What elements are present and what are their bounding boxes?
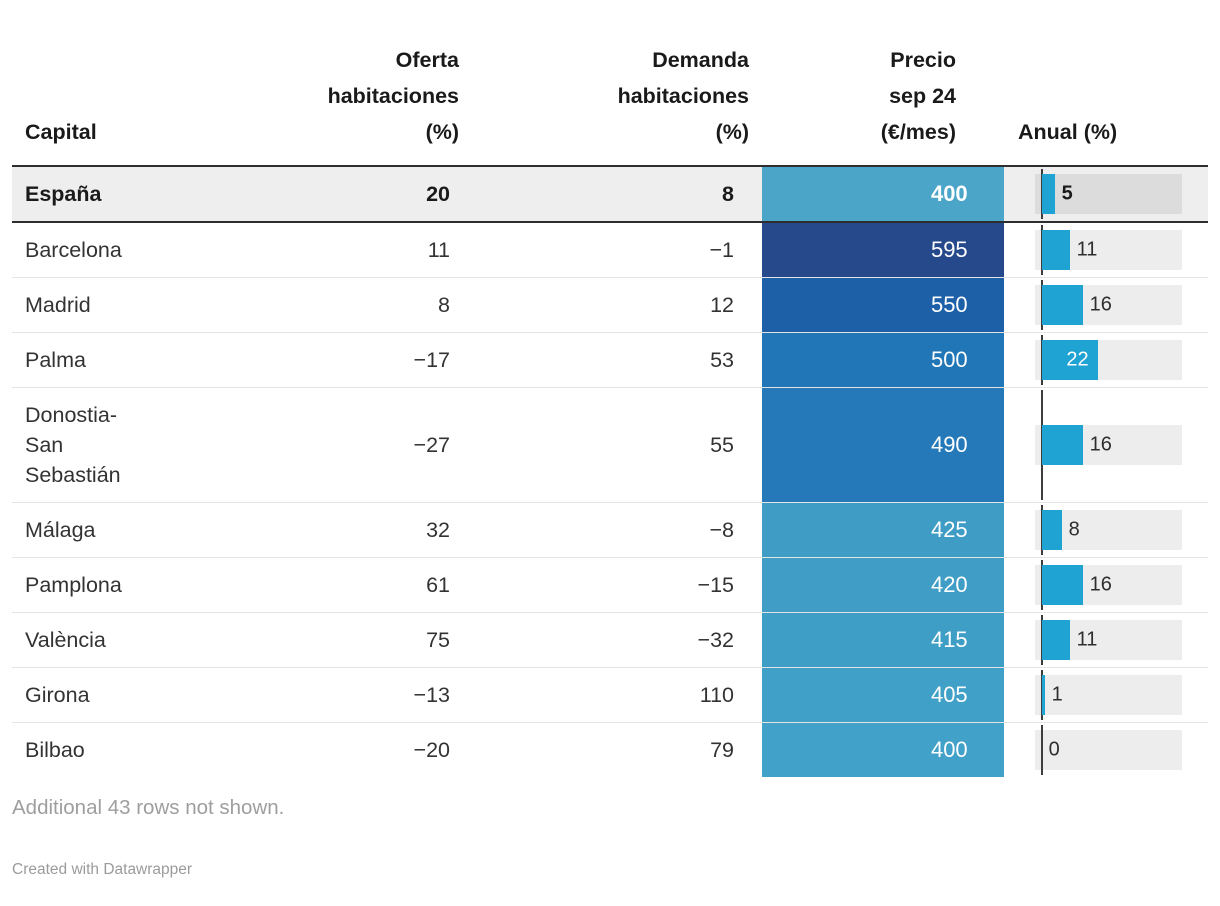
capital-cell: Bilbao bbox=[25, 738, 85, 762]
anual-bar bbox=[1041, 565, 1083, 605]
demanda-cell: −1 bbox=[709, 238, 735, 262]
table-row: Málaga 32 −8 425 8 bbox=[12, 503, 1208, 558]
anual-bar bbox=[1041, 620, 1070, 660]
oferta-cell: −13 bbox=[413, 683, 451, 707]
anual-value: 16 bbox=[1089, 573, 1112, 596]
precio-cell: 415 bbox=[762, 613, 1004, 667]
anual-bar-cell: 11 bbox=[1034, 223, 1208, 277]
table-header-row: Capital Oferta habitaciones (%) Demanda … bbox=[12, 0, 1208, 167]
demanda-cell: 55 bbox=[710, 433, 735, 457]
anual-bar-cell: 1 bbox=[1034, 668, 1208, 722]
anual-value: 16 bbox=[1089, 293, 1112, 316]
anual-value: 16 bbox=[1089, 433, 1112, 456]
precio-cell: 405 bbox=[762, 668, 1004, 722]
oferta-cell: 75 bbox=[426, 628, 451, 652]
anual-value: 0 bbox=[1048, 738, 1060, 761]
anual-bar-track bbox=[1034, 675, 1182, 715]
capital-cell: España bbox=[25, 182, 102, 206]
table-row: Palma −17 53 500 22 bbox=[12, 333, 1208, 388]
anual-bar-track bbox=[1034, 730, 1182, 770]
precio-cell: 595 bbox=[762, 223, 1004, 277]
datawrapper-credit: Created with Datawrapper bbox=[12, 861, 193, 878]
anual-value: 11 bbox=[1076, 628, 1098, 651]
anual-bar-cell: 16 bbox=[1034, 558, 1208, 612]
demanda-cell: 110 bbox=[699, 683, 735, 707]
table-row: Donostia-San Sebastián −27 55 490 16 bbox=[12, 388, 1208, 503]
anual-bar-cell: 11 bbox=[1034, 613, 1208, 667]
capital-cell: Madrid bbox=[25, 293, 91, 317]
anual-bar-track bbox=[1034, 174, 1182, 214]
column-header-precio: Precio sep 24 (€/mes) bbox=[880, 48, 956, 144]
demanda-cell: 79 bbox=[710, 738, 735, 762]
demanda-cell: −8 bbox=[709, 518, 735, 542]
oferta-cell: 20 bbox=[426, 182, 451, 206]
anual-bar-cell: 0 bbox=[1034, 723, 1208, 777]
demanda-cell: 53 bbox=[710, 348, 735, 372]
precio-cell: 500 bbox=[762, 333, 1004, 387]
anual-bar bbox=[1041, 285, 1083, 325]
table-row: Barcelona 11 −1 595 11 bbox=[12, 223, 1208, 278]
precio-cell: 425 bbox=[762, 503, 1004, 557]
anual-value: 22 bbox=[1066, 348, 1089, 371]
anual-value: 1 bbox=[1051, 683, 1063, 706]
oferta-cell: −27 bbox=[413, 433, 451, 457]
anual-value: 5 bbox=[1061, 182, 1073, 205]
precio-cell: 420 bbox=[762, 558, 1004, 612]
anual-bar bbox=[1041, 340, 1098, 380]
oferta-cell: 8 bbox=[438, 293, 451, 317]
rows-not-shown-note: Additional 43 rows not shown. bbox=[12, 796, 285, 819]
anual-bar-cell: 16 bbox=[1034, 388, 1208, 502]
anual-axis-line bbox=[1040, 725, 1043, 775]
anual-value: 8 bbox=[1068, 518, 1080, 541]
demanda-cell: −32 bbox=[697, 628, 735, 652]
anual-bar bbox=[1041, 425, 1083, 465]
table-body: España 20 8 400 5 Barcelona 11 −1 595 11… bbox=[12, 167, 1208, 777]
precio-cell: 490 bbox=[762, 388, 1004, 502]
anual-value: 11 bbox=[1076, 238, 1098, 261]
capital-cell: Donostia-San Sebastián bbox=[25, 403, 121, 487]
oferta-cell: 61 bbox=[426, 573, 451, 597]
precio-cell: 400 bbox=[762, 167, 1004, 221]
precio-cell: 400 bbox=[762, 723, 1004, 777]
capital-cell: Pamplona bbox=[25, 573, 122, 597]
anual-bar bbox=[1041, 230, 1070, 270]
oferta-cell: −20 bbox=[413, 738, 451, 762]
table-row: España 20 8 400 5 bbox=[12, 167, 1208, 223]
demanda-cell: 12 bbox=[710, 293, 735, 317]
capital-cell: Barcelona bbox=[25, 238, 122, 262]
anual-bar bbox=[1041, 675, 1045, 715]
column-header-oferta: Oferta habitaciones (%) bbox=[327, 48, 459, 144]
capital-cell: València bbox=[25, 628, 106, 652]
anual-bar-cell: 16 bbox=[1034, 278, 1208, 332]
oferta-cell: −17 bbox=[413, 348, 451, 372]
precio-cell: 550 bbox=[762, 278, 1004, 332]
anual-bar bbox=[1041, 174, 1055, 214]
data-table: Capital Oferta habitaciones (%) Demanda … bbox=[12, 0, 1208, 777]
anual-bar-cell: 8 bbox=[1034, 503, 1208, 557]
capital-cell: Palma bbox=[25, 348, 86, 372]
table-row: Pamplona 61 −15 420 16 bbox=[12, 558, 1208, 613]
table-row: València 75 −32 415 11 bbox=[12, 613, 1208, 668]
oferta-cell: 32 bbox=[426, 518, 451, 542]
table-row: Bilbao −20 79 400 0 bbox=[12, 723, 1208, 777]
demanda-cell: −15 bbox=[697, 573, 735, 597]
capital-cell: Girona bbox=[25, 683, 90, 707]
anual-bar bbox=[1041, 510, 1062, 550]
capital-cell: Málaga bbox=[25, 518, 96, 542]
column-header-anual: Anual (%) bbox=[1018, 120, 1118, 144]
anual-bar-cell: 22 bbox=[1034, 333, 1208, 387]
anual-bar-cell: 5 bbox=[1034, 167, 1208, 221]
table-row: Girona −13 110 405 1 bbox=[12, 668, 1208, 723]
column-header-demanda: Demanda habitaciones (%) bbox=[617, 48, 749, 144]
table-row: Madrid 8 12 550 16 bbox=[12, 278, 1208, 333]
column-header-capital: Capital bbox=[25, 120, 97, 144]
oferta-cell: 11 bbox=[427, 238, 451, 262]
demanda-cell: 8 bbox=[722, 182, 735, 206]
